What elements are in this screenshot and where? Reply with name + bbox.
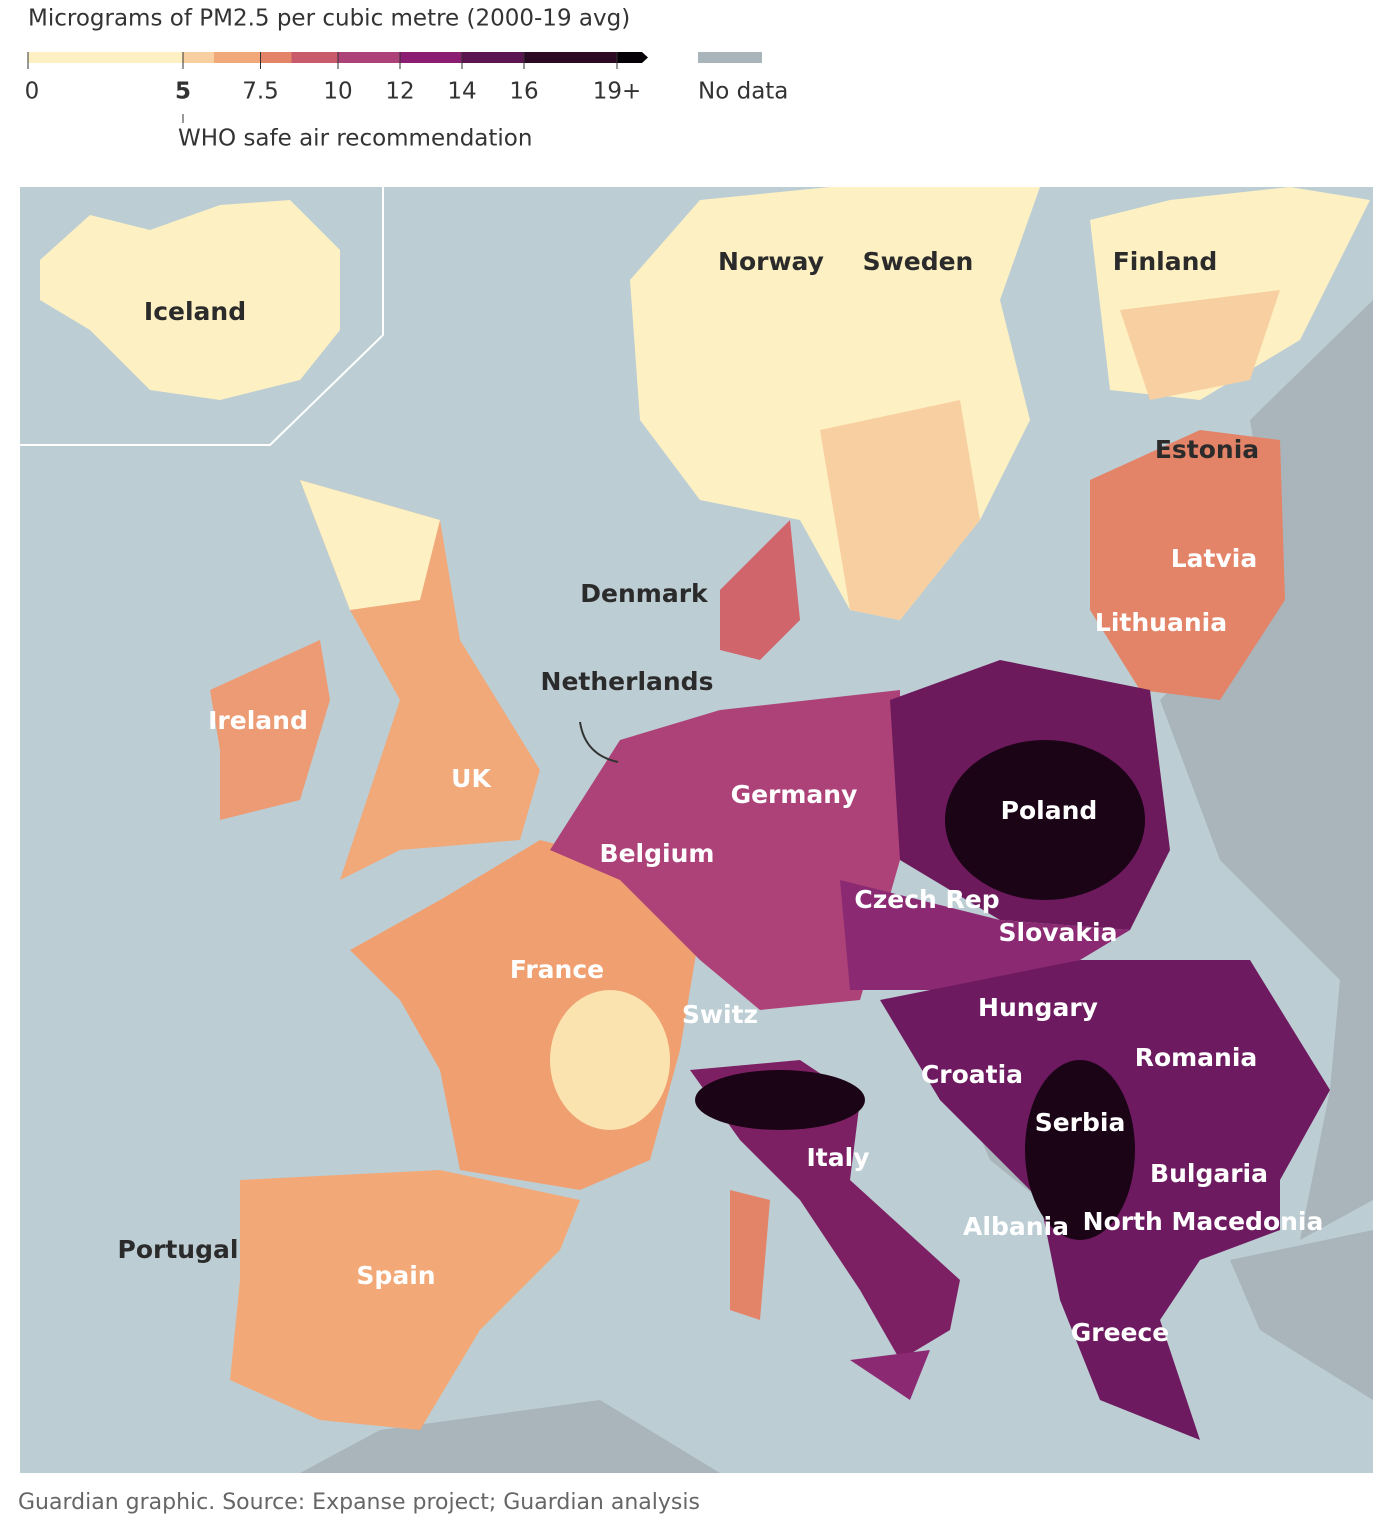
country-label: Portugal: [118, 1235, 239, 1264]
country-label: Spain: [356, 1261, 435, 1290]
country-label: Netherlands: [541, 667, 714, 696]
country-label: Norway: [718, 247, 824, 276]
threshold-label: WHO safe air recommendation: [178, 126, 532, 152]
country-label: Lithuania: [1095, 608, 1227, 637]
country-label: Denmark: [580, 579, 709, 608]
country-label: France: [510, 955, 604, 984]
country-label: Slovakia: [999, 918, 1118, 947]
map: [20, 187, 1373, 1473]
country-label: Romania: [1135, 1043, 1258, 1072]
legend-tick-label: 19+: [593, 79, 642, 105]
country-label: Estonia: [1155, 435, 1259, 464]
country-label: North Macedonia: [1083, 1207, 1324, 1236]
legend-swatch: [400, 52, 462, 63]
source: Guardian graphic. Source: Expanse projec…: [18, 1490, 700, 1515]
no-data-label: No data: [698, 79, 788, 105]
legend-swatch: [462, 52, 524, 63]
legend-title: Micrograms of PM2.5 per cubic metre (200…: [28, 6, 630, 32]
legend-swatch: [28, 52, 183, 63]
country-label: Finland: [1113, 247, 1218, 276]
legend-tick-label: 16: [509, 79, 538, 105]
legend-swatch: [183, 52, 214, 63]
legend-swatch: [338, 52, 400, 63]
country-label: Ireland: [208, 706, 308, 735]
country-label: Serbia: [1035, 1108, 1126, 1137]
country-label: Sweden: [863, 247, 974, 276]
legend-tick-label: 0: [25, 79, 40, 105]
country-label: Albania: [963, 1212, 1069, 1241]
legend-swatch: [260, 52, 292, 63]
legend-swatch: [524, 52, 617, 63]
country-label: Italy: [807, 1143, 870, 1172]
country-labels: Iceland Norway Sweden Finland Estonia La…: [118, 247, 1324, 1347]
country-label: Switz: [682, 1000, 758, 1029]
no-data-swatch: [698, 52, 762, 63]
legend-swatch: [291, 52, 338, 63]
legend: 0 5 7.5 10 12 14 16 19+: [25, 52, 762, 123]
country-label: Czech Rep: [854, 885, 999, 914]
country-label: UK: [451, 764, 492, 793]
country-label: Hungary: [978, 993, 1098, 1022]
country-label: Bulgaria: [1150, 1159, 1268, 1188]
legend-tick-label: 5: [175, 79, 191, 105]
country-label: Iceland: [144, 297, 246, 326]
legend-tick-label: 10: [323, 79, 352, 105]
country-label: Croatia: [921, 1060, 1023, 1089]
country-label: Latvia: [1171, 544, 1258, 573]
legend-swatch: [617, 52, 648, 63]
legend-swatch: [214, 52, 261, 63]
country-label: Belgium: [600, 839, 715, 868]
country-label: Greece: [1071, 1318, 1170, 1347]
legend-tick-label: 12: [385, 79, 414, 105]
legend-tick-label: 7.5: [242, 79, 279, 105]
country-label: Poland: [1001, 796, 1098, 825]
country-label: Germany: [731, 780, 858, 809]
legend-tick-label: 14: [447, 79, 476, 105]
